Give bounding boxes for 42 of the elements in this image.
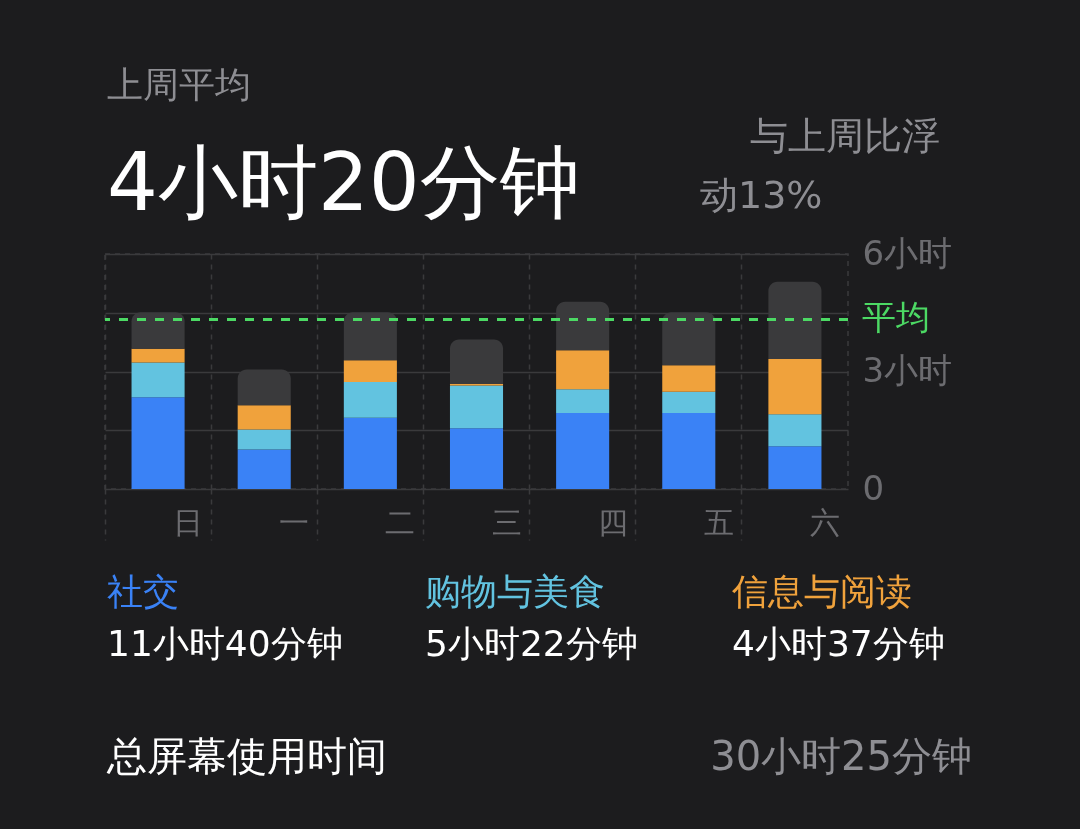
bar bbox=[556, 413, 610, 489]
text: 30小时25分钟 bbox=[710, 733, 972, 779]
bar bbox=[343, 417, 397, 489]
bar bbox=[237, 405, 291, 430]
x-tick-label: 一 bbox=[279, 504, 310, 540]
text: 11小时40分钟 bbox=[107, 623, 343, 664]
bar bbox=[237, 429, 291, 450]
bar bbox=[662, 413, 716, 489]
bar bbox=[768, 446, 822, 489]
x-tick-label: 日 bbox=[173, 504, 204, 540]
text: 与上周比浮动13% bbox=[700, 114, 940, 217]
x-tick-label: 六 bbox=[809, 504, 840, 540]
y-tick-label: 0 bbox=[862, 467, 885, 508]
text: 社交 bbox=[107, 571, 179, 612]
chart-title: 上周平均 bbox=[107, 64, 251, 105]
y-tick-label: 3小时 bbox=[862, 350, 953, 390]
text: 信息与阅读 bbox=[732, 571, 912, 612]
x-tick-label: 五 bbox=[703, 504, 734, 540]
text: 购物与美食 bbox=[425, 571, 605, 612]
bar bbox=[768, 414, 822, 447]
text: 总屏幕使用时间 bbox=[106, 733, 387, 779]
bar bbox=[449, 385, 504, 429]
bar bbox=[131, 397, 185, 489]
bar bbox=[662, 391, 716, 414]
bar bbox=[449, 428, 504, 489]
bar bbox=[556, 350, 610, 390]
bar bbox=[131, 362, 185, 398]
bar bbox=[556, 389, 610, 414]
bar bbox=[237, 449, 291, 489]
text: 4小时20分钟 bbox=[107, 136, 580, 229]
x-tick-label: 四 bbox=[597, 504, 628, 540]
bar bbox=[343, 382, 397, 418]
y-tick-label: 6小时 bbox=[862, 232, 953, 273]
x-tick-label: 二 bbox=[385, 504, 416, 540]
bar bbox=[131, 348, 185, 363]
text: 5小时22分钟 bbox=[425, 623, 638, 664]
x-tick-label: 三 bbox=[491, 504, 522, 540]
bar bbox=[662, 365, 716, 392]
bar bbox=[343, 360, 397, 383]
bar bbox=[768, 358, 822, 415]
ref-line-label: 平均 bbox=[862, 297, 930, 338]
text: 4小时37分钟 bbox=[732, 623, 945, 664]
